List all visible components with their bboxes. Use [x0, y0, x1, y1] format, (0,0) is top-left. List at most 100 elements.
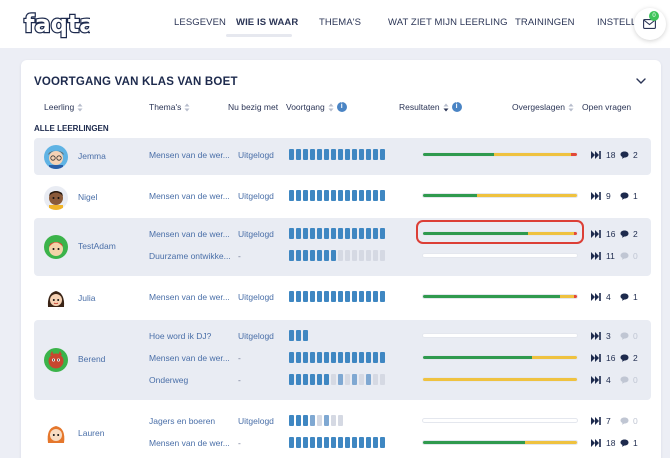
nav-lesgeven[interactable]: LESGEVEN	[174, 17, 227, 28]
skipped-count[interactable]: 4	[591, 292, 611, 302]
progress-segment	[338, 189, 343, 201]
pupil-name[interactable]: Julia	[78, 292, 96, 303]
pupil-row[interactable]: Berend Hoe word ik DJ? Uitgelogd 3 0 Mensen v…	[34, 320, 651, 400]
theme-link[interactable]: Mensen van de wer...	[149, 229, 230, 239]
messages-button[interactable]: 0	[634, 8, 666, 40]
progress-segment	[345, 148, 350, 160]
open-questions-count[interactable]: 0	[620, 251, 638, 261]
progress-segment	[310, 189, 315, 201]
result-correct	[423, 356, 533, 359]
progress-segments	[289, 352, 385, 363]
theme-line: Mensen van de wer... Uitgelogd 18 2	[34, 146, 651, 166]
result-bar[interactable]	[422, 231, 578, 236]
open-questions-count[interactable]: 0	[620, 331, 638, 341]
open-questions-count[interactable]: 2	[620, 150, 638, 160]
progress-segment	[352, 250, 357, 261]
pupil-name[interactable]: Lauren	[78, 428, 105, 438]
pupil-row[interactable]: Julia Mensen van de wer... Uitgelogd 4 1	[34, 280, 651, 317]
result-bar[interactable]	[422, 192, 578, 198]
open-questions-count[interactable]: 1	[620, 438, 638, 448]
column-header-results[interactable]: Resultaten i	[399, 102, 462, 112]
pupil-row[interactable]: Lauren Jagers en boeren Uitgelogd 7 0 Mensen …	[34, 404, 651, 458]
theme-link[interactable]: Mensen van de wer...	[149, 149, 230, 160]
progress-segment	[338, 374, 343, 385]
result-bar[interactable]	[422, 151, 578, 157]
column-label: Nu bezig met	[228, 102, 279, 112]
theme-link[interactable]: Onderweg	[149, 375, 189, 385]
progress-segment	[331, 374, 336, 385]
progress-segment	[303, 374, 308, 385]
skipped-count[interactable]: 4	[591, 375, 611, 385]
result-bar[interactable]	[422, 440, 578, 445]
nav-themas[interactable]: THEMA'S	[319, 17, 362, 28]
result-bar[interactable]	[422, 377, 578, 382]
theme-link[interactable]: Mensen van de wer...	[149, 190, 230, 201]
progress-segment	[373, 250, 378, 261]
theme-line: Hoe word ik DJ? Uitgelogd 3 0	[34, 327, 651, 347]
progress-segment	[310, 290, 315, 302]
result-bar[interactable]	[422, 293, 578, 299]
result-correct	[423, 152, 494, 156]
skipped-count[interactable]: 7	[591, 416, 611, 426]
progress-segment	[352, 228, 357, 239]
nav-trainingen[interactable]: TRAININGEN	[515, 17, 575, 28]
skipped-count[interactable]: 11	[591, 251, 615, 261]
skipped-count[interactable]: 9	[591, 191, 611, 201]
progress-segment	[380, 437, 385, 448]
theme-link[interactable]: Mensen van de wer...	[149, 353, 230, 363]
column-header-pupil[interactable]: Leerling	[44, 102, 83, 112]
result-bar[interactable]	[422, 418, 578, 423]
chevron-down-icon[interactable]	[634, 74, 648, 88]
column-header-progress[interactable]: Voortgang i	[286, 102, 347, 112]
pupil-name[interactable]: Jemma	[78, 150, 106, 161]
progress-segment	[310, 228, 315, 239]
theme-link[interactable]: Duurzame ontwikke...	[149, 251, 231, 261]
open-questions-count[interactable]: 2	[620, 229, 638, 239]
result-partial	[560, 294, 574, 298]
open-questions-count[interactable]: 0	[620, 416, 638, 426]
open-questions-count[interactable]: 2	[620, 353, 638, 363]
progress-segments	[289, 415, 343, 426]
open-questions-count[interactable]: 0	[620, 375, 638, 385]
result-bar[interactable]	[422, 253, 578, 258]
speech-bubble-icon	[620, 417, 629, 425]
nav-wat-ziet-mijn-leerling[interactable]: WAT ZIET MIJN LEERLING	[388, 17, 508, 28]
column-header-questions[interactable]: Open vragen	[582, 102, 631, 112]
open-questions-count[interactable]: 1	[620, 292, 638, 302]
pupil-row[interactable]: Jemma Mensen van de wer... Uitgelogd 18 2	[34, 138, 651, 175]
nav-wie-is-waar[interactable]: WIE IS WAAR	[236, 17, 299, 28]
skipped-count[interactable]: 18	[591, 150, 615, 160]
progress-segment	[317, 374, 322, 385]
theme-link[interactable]: Mensen van de wer...	[149, 438, 230, 448]
progress-segment	[296, 437, 301, 448]
skipped-count[interactable]: 18	[591, 438, 615, 448]
column-header-themes[interactable]: Thema's	[149, 102, 190, 112]
result-partial	[532, 356, 577, 359]
info-icon[interactable]: i	[451, 102, 462, 112]
pupil-row[interactable]: Nigel Mensen van de wer... Uitgelogd 9 1	[34, 179, 651, 216]
column-header-skipped[interactable]: Overgeslagen	[512, 102, 574, 112]
progress-segment	[345, 437, 350, 448]
theme-link[interactable]: Jagers en boeren	[149, 416, 216, 426]
progress-segment	[366, 250, 371, 261]
info-icon[interactable]: i	[336, 102, 347, 112]
skipped-count[interactable]: 16	[591, 353, 615, 363]
theme-link[interactable]: Hoe word ik DJ?	[149, 331, 212, 341]
theme-link[interactable]: Mensen van de wer...	[149, 291, 230, 302]
faqta-logo[interactable]: faqta	[22, 8, 90, 40]
skip-icon	[591, 417, 601, 425]
result-bar[interactable]	[422, 333, 578, 338]
column-label: Resultaten	[399, 102, 440, 112]
skipped-count[interactable]: 3	[591, 331, 611, 341]
skipped-count[interactable]: 16	[591, 229, 615, 239]
result-bar[interactable]	[422, 355, 578, 360]
open-questions-count[interactable]: 1	[620, 191, 638, 201]
nav-instellingen[interactable]: INSTELLIN	[597, 17, 646, 28]
pupil-name[interactable]: Nigel	[78, 191, 98, 202]
pupil-name[interactable]: TestAdam	[78, 241, 116, 251]
progress-segment	[373, 290, 378, 302]
progress-segment	[324, 250, 329, 261]
progress-segment	[289, 437, 294, 448]
pupil-row[interactable]: TestAdam Mensen van de wer... Uitgelogd 16 2…	[34, 218, 651, 276]
pupil-name[interactable]: Berend	[78, 354, 106, 364]
